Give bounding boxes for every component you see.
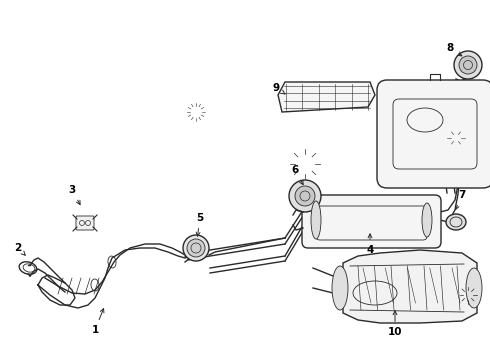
Text: 6: 6	[292, 165, 303, 185]
Circle shape	[289, 180, 321, 212]
Text: 4: 4	[367, 234, 374, 255]
Text: 2: 2	[14, 243, 25, 255]
Text: 10: 10	[388, 311, 402, 337]
Text: 7: 7	[455, 190, 466, 210]
Circle shape	[459, 56, 477, 74]
Ellipse shape	[466, 268, 482, 308]
Circle shape	[454, 51, 482, 79]
Ellipse shape	[422, 203, 432, 237]
FancyBboxPatch shape	[377, 80, 490, 188]
Polygon shape	[278, 82, 375, 112]
Ellipse shape	[446, 214, 466, 230]
Ellipse shape	[183, 235, 209, 261]
Circle shape	[295, 186, 315, 206]
Text: 8: 8	[446, 43, 462, 56]
Text: 5: 5	[196, 213, 204, 236]
FancyBboxPatch shape	[302, 195, 441, 248]
Polygon shape	[343, 250, 477, 323]
Ellipse shape	[332, 266, 348, 310]
Text: 1: 1	[91, 309, 104, 335]
Text: 9: 9	[272, 83, 285, 94]
Ellipse shape	[311, 201, 321, 239]
Ellipse shape	[187, 239, 205, 257]
FancyBboxPatch shape	[76, 216, 94, 230]
Text: 3: 3	[69, 185, 80, 204]
